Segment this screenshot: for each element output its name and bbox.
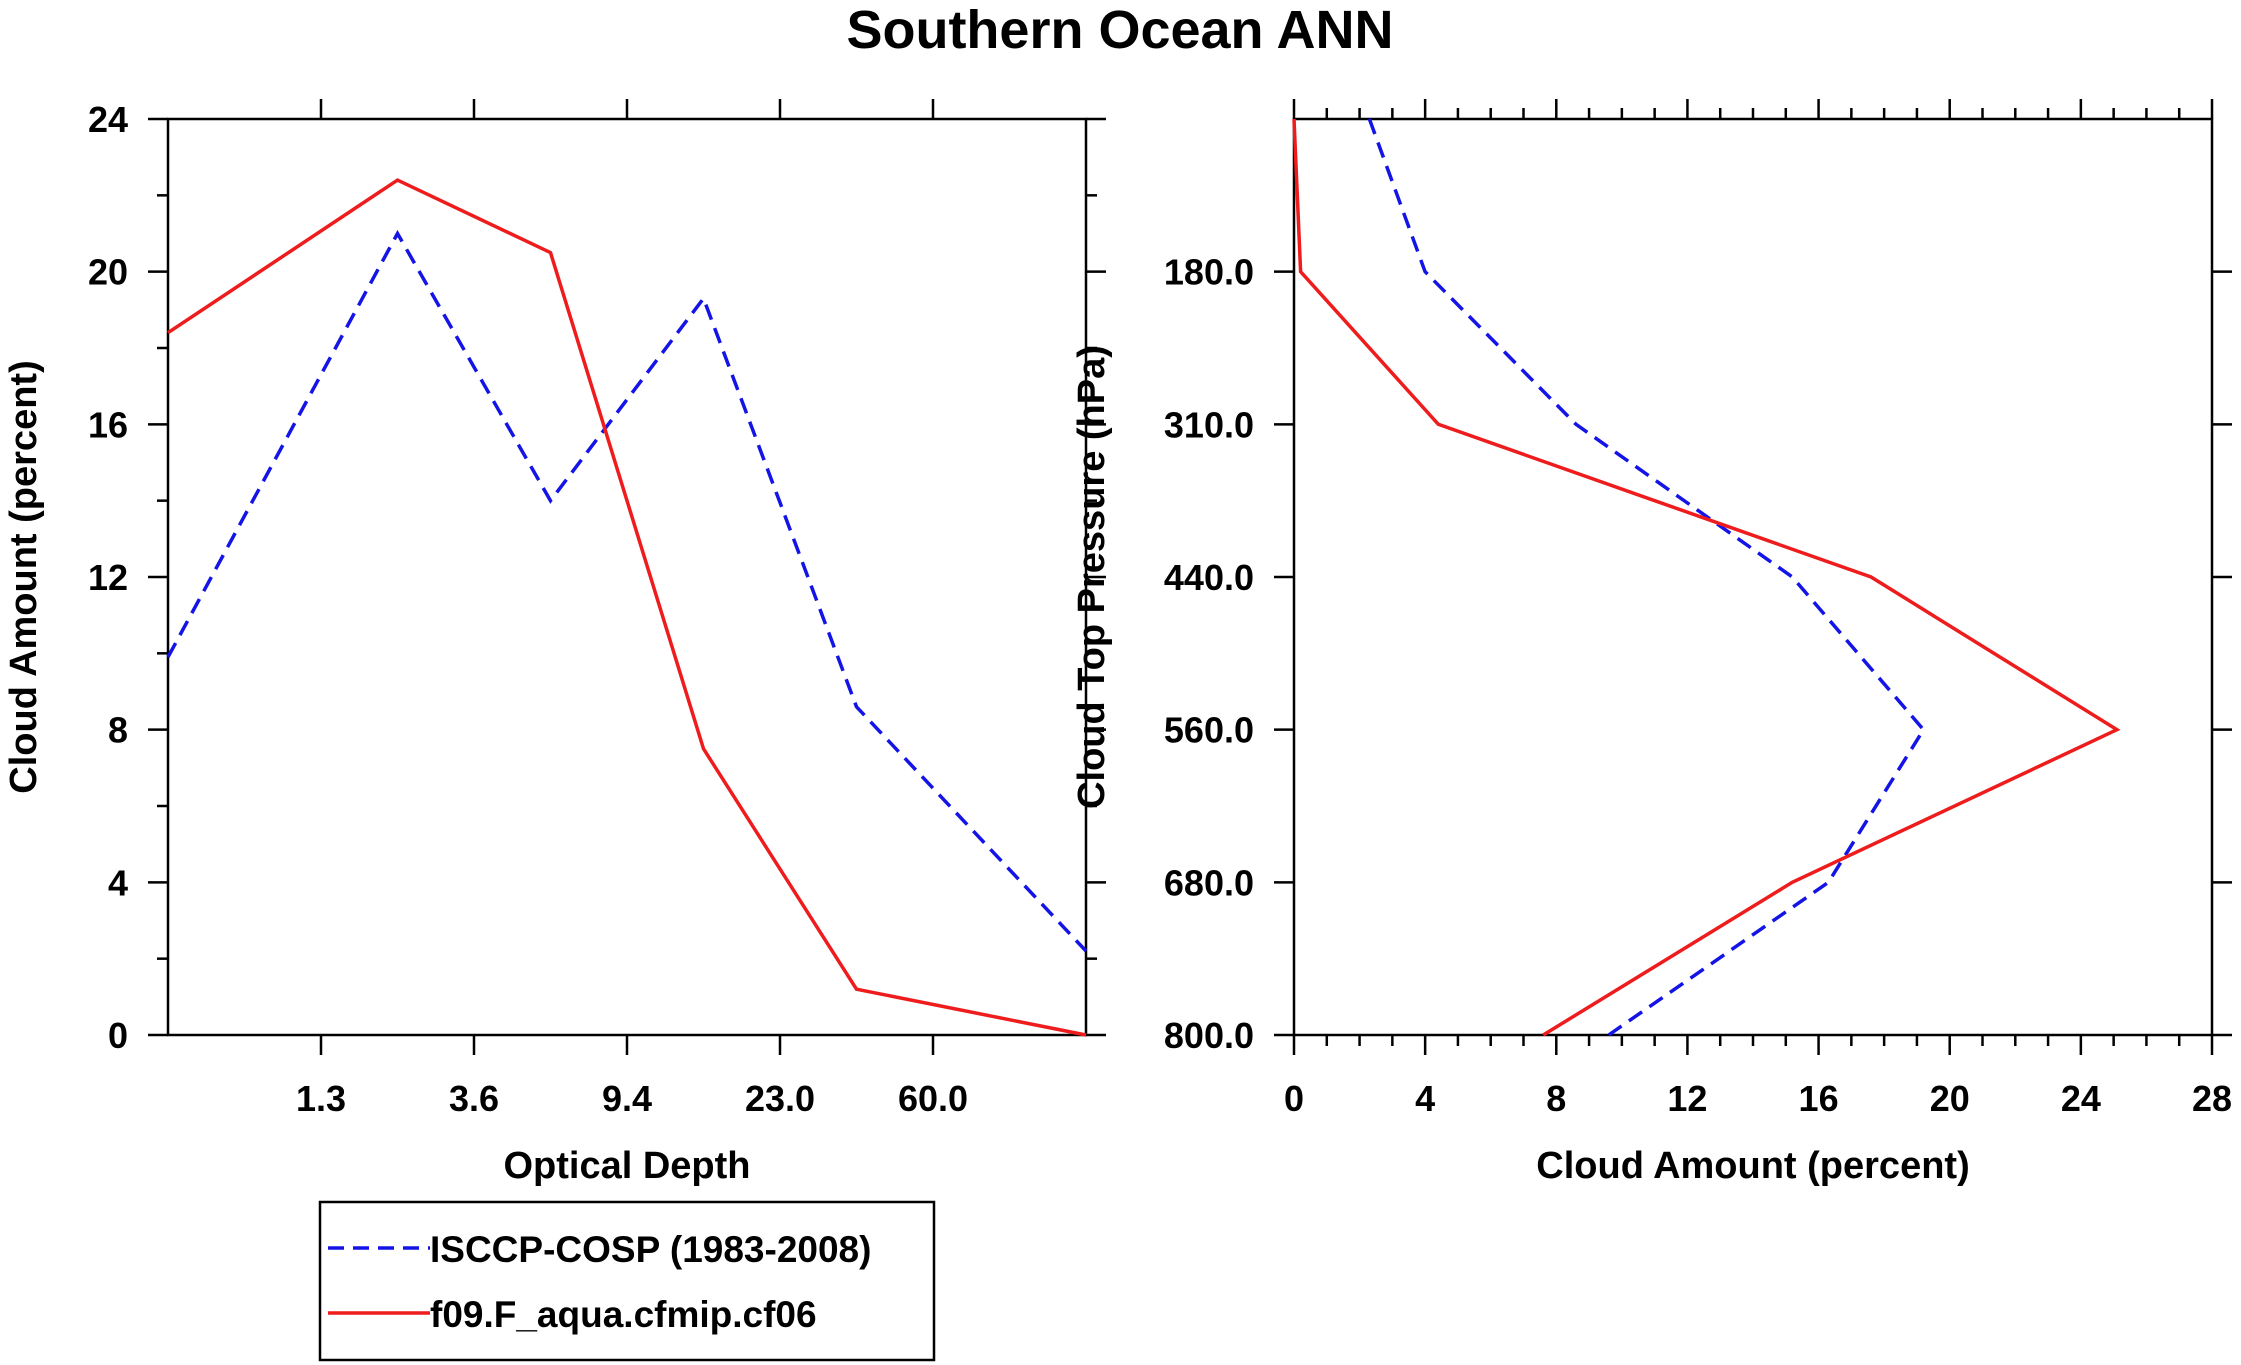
left-series-line-model bbox=[167, 178, 1087, 1037]
left-ytick-label: 16 bbox=[88, 404, 128, 445]
left-chart: 0 4 8 12 16 20 24 1.3 3.6 9.4 23.0 60.0 Optical Dept… bbox=[3, 99, 1106, 1187]
left-ytick-label: 24 bbox=[88, 99, 128, 140]
right-ytick-label: 680.0 bbox=[1164, 862, 1254, 903]
left-ytick-label: 8 bbox=[108, 710, 128, 751]
left-ytick-label: 4 bbox=[108, 862, 128, 903]
right-xtick-label: 16 bbox=[1799, 1078, 1839, 1119]
left-xtick-label: 23.0 bbox=[745, 1078, 815, 1119]
left-xtick-label: 60.0 bbox=[898, 1078, 968, 1119]
right-ytick-label: 180.0 bbox=[1164, 252, 1254, 293]
right-ytick-label: 560.0 bbox=[1164, 710, 1254, 751]
legend: ISCCP-COSP (1983-2008) f09.F_aqua.cfmip.… bbox=[318, 1200, 936, 1362]
left-ytick-label: 20 bbox=[88, 252, 128, 293]
right-plot-frame bbox=[1292, 117, 2214, 1037]
right-ytick-label: 310.0 bbox=[1164, 404, 1254, 445]
left-ylabel: Cloud Amount (percent) bbox=[3, 360, 45, 793]
legend-box bbox=[318, 1200, 936, 1362]
right-xlabel: Cloud Amount (percent) bbox=[1536, 1145, 1969, 1187]
left-ytick-label: 0 bbox=[108, 1015, 128, 1056]
legend-label-isccp: ISCCP-COSP (1983-2008) bbox=[430, 1229, 871, 1270]
right-xtick-label: 12 bbox=[1667, 1078, 1707, 1119]
left-xtick-label: 1.3 bbox=[296, 1078, 346, 1119]
left-plot-frame bbox=[166, 117, 1088, 1037]
right-ytick-label: 800.0 bbox=[1164, 1015, 1254, 1056]
right-ytick-label: 440.0 bbox=[1164, 557, 1254, 598]
right-xtick-label: 4 bbox=[1415, 1078, 1435, 1119]
right-ylabel: Cloud Top Pressure (hPa) bbox=[1071, 345, 1113, 809]
figure-title: Southern Ocean ANN bbox=[846, 0, 1393, 60]
right-series-line-isccp bbox=[1367, 118, 1926, 1037]
right-xtick-label: 20 bbox=[1930, 1078, 1970, 1119]
right-chart: 0 4 8 12 16 20 24 28 180.0 310.0 440.0 560.0 680.0 80… bbox=[1071, 99, 2232, 1187]
right-xtick-label: 28 bbox=[2192, 1078, 2232, 1119]
left-xtick-label: 3.6 bbox=[449, 1078, 499, 1119]
right-xtick-label: 0 bbox=[1284, 1078, 1304, 1119]
right-series-line-model bbox=[1292, 118, 2121, 1037]
left-xlabel: Optical Depth bbox=[503, 1145, 750, 1187]
right-xtick-label: 8 bbox=[1546, 1078, 1566, 1119]
right-xtick-label: 24 bbox=[2061, 1078, 2101, 1119]
left-ytick-label: 12 bbox=[88, 557, 128, 598]
left-series-line-isccp bbox=[166, 229, 1088, 953]
legend-label-model: f09.F_aqua.cfmip.cf06 bbox=[430, 1294, 817, 1335]
left-xtick-label: 9.4 bbox=[602, 1078, 652, 1119]
